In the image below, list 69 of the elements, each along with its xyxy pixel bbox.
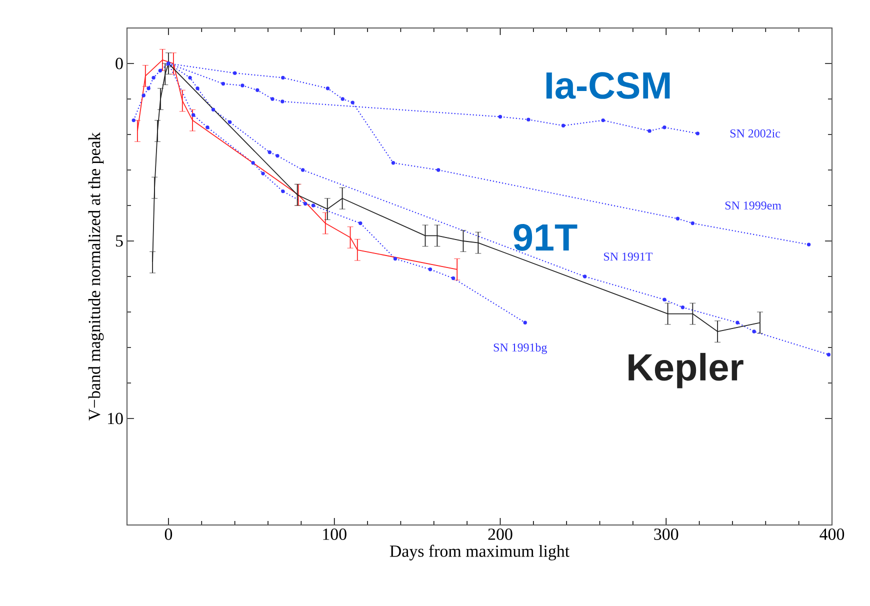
point — [736, 320, 740, 324]
x-tick-label: 400 — [820, 528, 844, 540]
point — [648, 129, 652, 133]
point — [132, 118, 136, 122]
point — [206, 126, 210, 130]
y-tick-label: 0 — [116, 58, 123, 70]
point — [436, 168, 440, 172]
point — [281, 189, 285, 194]
point — [498, 114, 502, 119]
x-tick-label: 100 — [323, 528, 346, 540]
point — [211, 108, 216, 112]
point — [281, 76, 285, 80]
point — [276, 154, 280, 158]
point — [303, 202, 308, 206]
text: SN 1991bg — [494, 343, 547, 354]
point — [300, 168, 305, 172]
point — [526, 118, 530, 122]
series-label: SN 1991T — [604, 252, 653, 261]
point — [196, 86, 200, 90]
point — [256, 88, 260, 92]
point — [582, 274, 587, 278]
point — [428, 268, 432, 272]
text: SN 2002ic — [730, 129, 780, 138]
point — [690, 221, 695, 226]
point — [158, 68, 162, 72]
point — [280, 100, 284, 104]
point — [350, 100, 354, 104]
y-axis-title: V−band magnitude normalized at the peak — [88, 132, 104, 421]
point — [251, 161, 255, 165]
point — [393, 256, 398, 261]
point — [142, 94, 146, 98]
annotation: Ia-CSM — [546, 72, 670, 99]
point — [240, 84, 244, 88]
point — [391, 161, 396, 165]
point — [752, 330, 756, 334]
point — [676, 216, 680, 220]
point — [188, 76, 192, 80]
x-tick-label: 0 — [164, 528, 172, 540]
point — [311, 204, 316, 208]
point — [451, 276, 456, 280]
point — [261, 172, 265, 176]
y-tick-label: 10 — [108, 412, 123, 424]
point — [268, 150, 272, 154]
x-axis-title: Days from maximum light — [390, 544, 570, 560]
series-label: SN 1999em — [725, 201, 782, 210]
x-tick-label: 200 — [488, 528, 512, 540]
point — [696, 132, 700, 136]
point — [221, 82, 226, 86]
point — [326, 86, 330, 90]
point — [662, 126, 666, 130]
point — [146, 86, 150, 90]
point — [228, 120, 232, 124]
series-label: Kepler — [628, 352, 744, 388]
annotation: 91T — [514, 224, 578, 251]
point — [662, 298, 666, 302]
point — [340, 97, 344, 101]
point — [270, 97, 274, 101]
point — [358, 221, 362, 226]
point — [680, 306, 685, 310]
point — [232, 71, 237, 75]
point — [523, 320, 527, 324]
x-tick-label: 300 — [654, 528, 678, 540]
y-tick-label: 5 — [116, 235, 123, 247]
point — [601, 118, 605, 122]
point — [806, 242, 811, 246]
point — [561, 124, 566, 128]
point — [152, 76, 156, 80]
point — [192, 113, 196, 117]
point — [826, 352, 831, 356]
